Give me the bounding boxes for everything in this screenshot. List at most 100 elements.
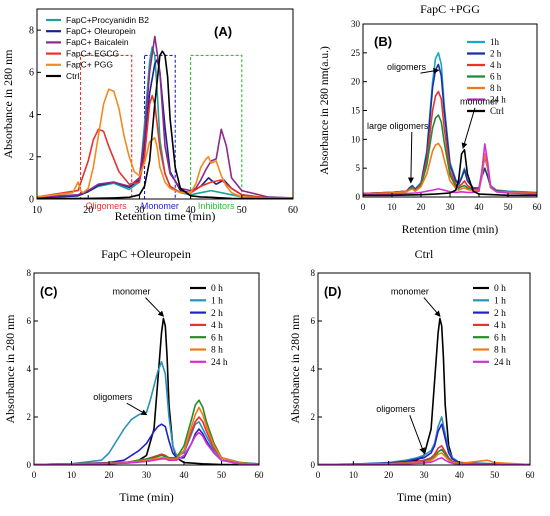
series-line-c-6 xyxy=(33,431,260,466)
x-tick-label: 40 xyxy=(455,470,465,480)
x-tick-label: 60 xyxy=(255,470,265,480)
legend-entry: Ctrl xyxy=(66,71,79,81)
series-line-c-3 xyxy=(33,416,260,466)
legend-entry: 2 h xyxy=(211,309,223,319)
legend-entry: 8 h xyxy=(211,346,223,356)
y-tick-label: 20 xyxy=(351,77,361,87)
x-tick-label: 20 xyxy=(384,470,394,480)
x-tick-label: 10 xyxy=(349,470,359,480)
plot-frame xyxy=(36,8,294,200)
annotation-arrow xyxy=(126,402,148,416)
y-tick-label: 0 xyxy=(311,460,316,470)
y-tick-label: 6 xyxy=(29,68,34,79)
legend-entry: 4 h xyxy=(490,60,502,70)
x-tick-label: 10 xyxy=(32,205,42,216)
y-tick-label: 0 xyxy=(27,460,32,470)
x-tick-label: 60 xyxy=(526,470,536,480)
annotation-label: monomer xyxy=(391,287,429,297)
y-tick-label: 25 xyxy=(351,48,361,58)
x-tick-label: 20 xyxy=(105,470,115,480)
series-line-b-5 xyxy=(362,143,538,196)
region-label-inhibitors: Inhibitors xyxy=(198,201,235,211)
legend-entry: 8 h xyxy=(490,83,502,93)
y-tick-label: 5 xyxy=(356,163,361,173)
x-tick-label: 10 xyxy=(388,202,398,212)
y-tick-label: 30 xyxy=(351,19,361,29)
chart-title: FapC +Oleuropein xyxy=(101,247,191,261)
legend-entry: FapC+ PGG xyxy=(66,60,113,70)
x-tick-label: 10 xyxy=(67,470,77,480)
x-tick-label: 50 xyxy=(237,205,247,216)
annotation-label: large oligomers xyxy=(367,121,429,131)
legend-entry: 0 h xyxy=(494,284,506,294)
x-tick-label: 50 xyxy=(490,470,500,480)
plot-frame xyxy=(33,272,260,466)
y-tick-label: 2 xyxy=(27,412,32,422)
x-tick-label: 50 xyxy=(217,470,227,480)
panel-label: (C) xyxy=(40,285,57,299)
x-tick-label: 30 xyxy=(142,470,152,480)
y-tick-label: 2 xyxy=(311,412,316,422)
annotation-label: monomer xyxy=(112,287,150,297)
y-tick-label: 10 xyxy=(351,134,361,144)
x-tick-label: 20 xyxy=(83,205,93,216)
chart-title: Ctrl xyxy=(415,247,434,261)
y-tick-label: 15 xyxy=(351,106,361,116)
annotation-arrow xyxy=(409,415,426,454)
y-tick-label: 4 xyxy=(27,364,32,374)
legend-entry: 8 h xyxy=(494,346,506,356)
x-axis-label: Time (min) xyxy=(119,490,174,504)
legend-entry: 1 h xyxy=(494,296,506,306)
series-line-b-6 xyxy=(363,148,537,197)
x-tick-label: 20 xyxy=(417,202,427,212)
annotation-arrow xyxy=(461,107,476,149)
series-line-a-5 xyxy=(36,50,293,200)
y-tick-label: 6 xyxy=(311,316,316,326)
panel-label: (D) xyxy=(324,285,341,299)
legend-entry: 6 h xyxy=(490,72,502,82)
y-axis-label: Absorbance in 280 nm xyxy=(3,314,17,424)
region-label-monomer: Monomer xyxy=(141,201,179,211)
x-tick-label: 30 xyxy=(446,202,456,212)
y-tick-label: 4 xyxy=(311,364,316,374)
legend-entry: 24 h xyxy=(494,358,511,368)
legend-entry: 6 h xyxy=(494,333,506,343)
legend: 0 h 1 h 2 h 4 h 6 h 8 h 24 h xyxy=(473,284,511,368)
annotation-arrow xyxy=(407,131,414,184)
legend-entry: 1h xyxy=(490,37,500,47)
series-line-c-1 xyxy=(33,361,260,466)
series-line-a-0 xyxy=(36,46,293,199)
legend-entry: FapC+Procyanidin B2 xyxy=(66,15,149,25)
legend-entry: FapC+ Baicalein xyxy=(66,37,129,47)
chart-title: FapC +PGG xyxy=(420,2,480,16)
series-line-d-6 xyxy=(318,457,530,466)
y-tick-label: 2 xyxy=(29,152,34,163)
legend-entry: 1 h xyxy=(211,296,223,306)
annotation-arrow xyxy=(145,297,165,317)
legend-entry: 4 h xyxy=(211,321,223,331)
legend-entry: 2 h xyxy=(494,309,506,319)
annotation-arrow xyxy=(420,68,440,74)
panel-b: 0 10 20 30 40 50 60 0 5 10 15 20 25 30 Retention time … xyxy=(319,2,542,236)
annotation-label: oligomers xyxy=(93,392,133,402)
region-label-oligomers: Oligomers xyxy=(86,201,128,211)
x-tick-label: 40 xyxy=(475,202,485,212)
y-tick-label: 8 xyxy=(27,268,32,278)
panel-a: Oligomers Monomer Inhibitors 10 20 30 40 50 60 0 2… xyxy=(1,8,298,223)
legend-entry: 24 h xyxy=(211,358,228,368)
legend-entry: 2 h xyxy=(490,49,502,59)
legend-entry: 4 h xyxy=(494,321,506,331)
series-line-c-2 xyxy=(33,423,260,466)
panel-d: 0 10 20 30 40 50 60 0 2 4 6 8 Time (min) Absorbance i… xyxy=(288,247,535,504)
annotation-label: oligomers xyxy=(376,404,416,414)
panel-c: 0 10 20 30 40 50 60 0 2 4 6 8 Time (min) Absorbance i… xyxy=(3,247,264,504)
y-tick-label: 8 xyxy=(311,268,316,278)
y-tick-label: 4 xyxy=(29,110,34,121)
x-tick-label: 50 xyxy=(504,202,514,212)
legend-entry: 0 h xyxy=(211,284,223,294)
x-tick-label: 40 xyxy=(186,205,196,216)
annotation-arrow xyxy=(423,297,441,317)
legend-entry: 24 h xyxy=(490,95,506,105)
